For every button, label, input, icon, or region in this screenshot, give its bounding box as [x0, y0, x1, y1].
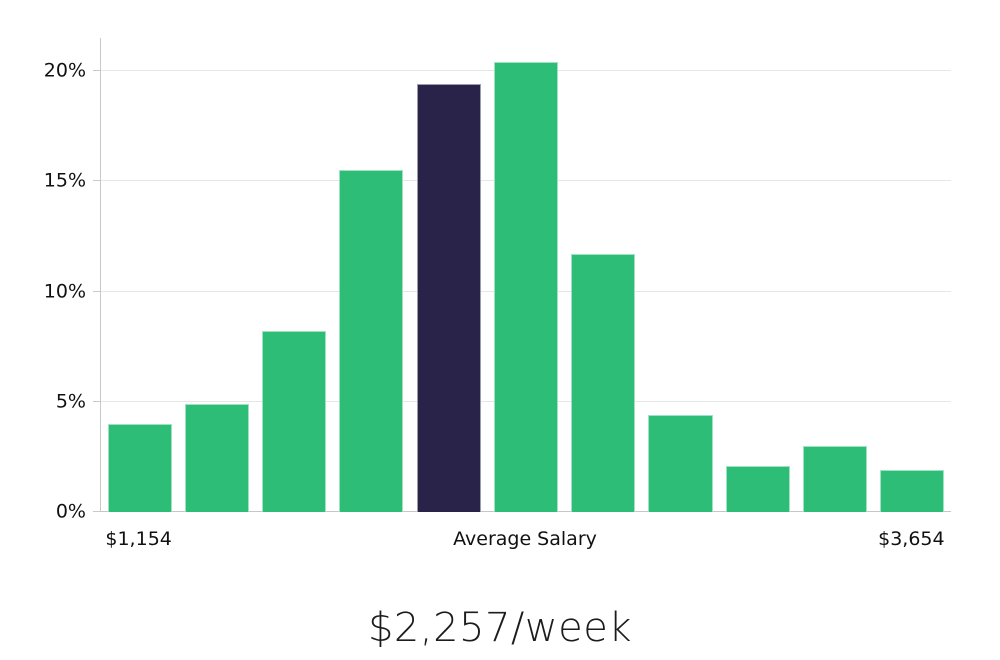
bar-slot — [487, 38, 564, 512]
x-axis-min-label: $1,154 — [105, 528, 172, 550]
bar-slot — [101, 38, 178, 512]
plot-area: 0% 5% 10% 15% 20% — [44, 38, 951, 521]
bar — [802, 445, 868, 512]
y-axis-tick — [93, 400, 101, 402]
bar-slot — [178, 38, 255, 512]
y-tick-label: 5% — [55, 390, 86, 413]
bar-slot — [333, 38, 410, 512]
x-axis-center-label: Average Salary — [453, 528, 597, 550]
bar — [571, 254, 636, 512]
y-axis-tick — [93, 70, 101, 72]
y-axis-tick — [93, 511, 101, 512]
bar — [339, 170, 404, 512]
y-tick-label: 20% — [43, 59, 86, 82]
y-axis-tick — [93, 180, 101, 182]
bar — [648, 415, 713, 512]
bar — [725, 465, 790, 512]
bar — [493, 62, 559, 512]
x-axis: $1,154 Average Salary $3,654 — [100, 524, 950, 554]
bar — [262, 331, 327, 512]
bar-slot — [642, 38, 719, 512]
y-tick-label: 10% — [43, 280, 86, 303]
bar-slot — [565, 38, 642, 512]
bar-slot — [796, 38, 873, 512]
bar-slot — [410, 38, 487, 512]
bar-slot — [874, 38, 951, 512]
bar-slot — [719, 38, 796, 512]
average-weekly-salary-label: $2,257/week — [367, 605, 633, 651]
bar-slot — [256, 38, 333, 512]
average-salary-bar — [416, 84, 481, 512]
bar — [107, 423, 172, 512]
y-axis-tick — [93, 290, 101, 292]
y-tick-label: 15% — [43, 169, 86, 192]
x-axis-max-label: $3,654 — [878, 528, 945, 550]
bar — [184, 403, 249, 512]
bar — [880, 470, 945, 512]
y-tick-label: 0% — [55, 500, 86, 523]
bars-container — [101, 38, 951, 512]
